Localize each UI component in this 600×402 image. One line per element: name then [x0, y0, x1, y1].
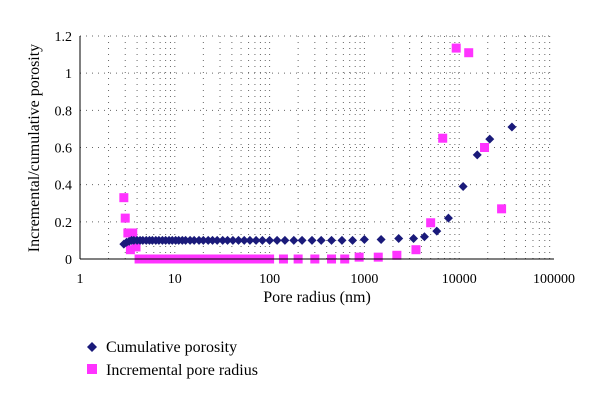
incremental-pore-radius-point — [497, 204, 507, 214]
cumulative-porosity-point — [443, 213, 453, 223]
legend: Cumulative porosity Incremental pore rad… — [87, 339, 258, 379]
incremental-pore-radius-point — [373, 252, 383, 262]
cumulative-porosity-point — [198, 235, 208, 245]
cumulative-porosity-point — [419, 232, 429, 242]
cumulative-porosity-point — [208, 235, 218, 245]
incremental-pore-radius-point — [426, 218, 436, 228]
cumulative-porosity-point — [251, 235, 261, 245]
y-tick-label: 1 — [65, 67, 72, 82]
incremental-pore-radius-point — [438, 133, 448, 143]
cumulative-porosity-point — [409, 234, 419, 244]
cumulative-porosity-point — [376, 234, 386, 244]
x-axis-label: Pore radius (nm) — [263, 289, 371, 306]
y-tick-label: 0.6 — [55, 142, 73, 157]
cumulative-porosity-point — [307, 235, 317, 245]
cumulative-porosity-point — [212, 235, 222, 245]
y-tick-labels: 0 0.2 0.4 0.6 0.8 1 1.2 — [55, 30, 73, 268]
incremental-pore-radius-point — [125, 245, 135, 255]
cumulative-porosity-point — [458, 182, 468, 192]
legend-marker-cumulative-porosity — [87, 342, 97, 352]
y-tick-label: 1.2 — [55, 30, 73, 45]
incremental-pore-radius-point — [123, 228, 133, 238]
incremental-pore-radius-point — [480, 143, 490, 152]
series-cumulative-porosity — [119, 122, 517, 249]
x-tick-label: 100 — [259, 272, 280, 287]
cumulative-porosity-point — [348, 235, 358, 245]
cumulative-porosity-point — [507, 122, 517, 132]
legend-label-incremental-pore-radius: Incremental pore radius — [106, 362, 258, 379]
incremental-pore-radius-point — [451, 43, 461, 53]
cumulative-porosity-point — [485, 134, 495, 144]
legend-label-cumulative-porosity: Cumulative porosity — [106, 339, 237, 356]
incremental-pore-radius-point — [119, 193, 129, 203]
incremental-pore-radius-point — [131, 242, 141, 252]
cumulative-porosity-point — [327, 235, 337, 245]
y-tick-label: 0 — [65, 253, 72, 268]
y-tick-label: 0.8 — [55, 104, 73, 119]
x-tick-label: 1000 — [350, 272, 378, 287]
cumulative-porosity-point — [228, 235, 238, 245]
cumulative-porosity-point — [265, 235, 275, 245]
x-tick-labels: 1 10 100 1000 10000 100000 — [77, 272, 576, 287]
y-tick-label: 0.2 — [55, 216, 73, 231]
incremental-pore-radius-point — [128, 228, 138, 238]
incremental-pore-radius-point — [392, 250, 402, 260]
incremental-pore-radius-point — [411, 245, 421, 255]
cumulative-porosity-point — [394, 234, 404, 244]
x-tick-label: 10 — [168, 272, 182, 287]
cumulative-porosity-point — [218, 235, 228, 245]
cumulative-porosity-point — [316, 235, 326, 245]
cumulative-porosity-point — [280, 235, 290, 245]
series-incremental-pore-radius — [119, 43, 507, 264]
y-tick-label: 0.4 — [55, 179, 73, 194]
cumulative-porosity-point — [289, 235, 299, 245]
cumulative-porosity-point — [432, 226, 442, 236]
cumulative-porosity-point — [223, 235, 233, 245]
incremental-pore-radius-point — [120, 213, 130, 223]
cumulative-porosity-point — [472, 150, 482, 160]
x-tick-label: 10000 — [442, 272, 477, 287]
x-tick-label: 100000 — [533, 272, 575, 287]
cumulative-porosity-point — [189, 235, 199, 245]
y-axis-label: Incremental/cumulative porosity — [26, 44, 43, 252]
cumulative-porosity-point — [245, 235, 255, 245]
cumulative-porosity-point — [257, 235, 267, 245]
incremental-pore-radius-point — [354, 252, 364, 262]
cumulative-porosity-point — [272, 235, 282, 245]
grid-lines — [80, 35, 554, 259]
legend-marker-incremental-pore-radius — [87, 364, 97, 374]
x-tick-label: 1 — [77, 272, 84, 287]
cumulative-porosity-point — [234, 235, 244, 245]
cumulative-porosity-point — [297, 235, 307, 245]
cumulative-porosity-point — [337, 235, 347, 245]
data-points — [119, 43, 517, 264]
cumulative-porosity-point — [359, 234, 369, 244]
cumulative-porosity-point — [239, 235, 249, 245]
incremental-pore-radius-point — [464, 48, 474, 58]
